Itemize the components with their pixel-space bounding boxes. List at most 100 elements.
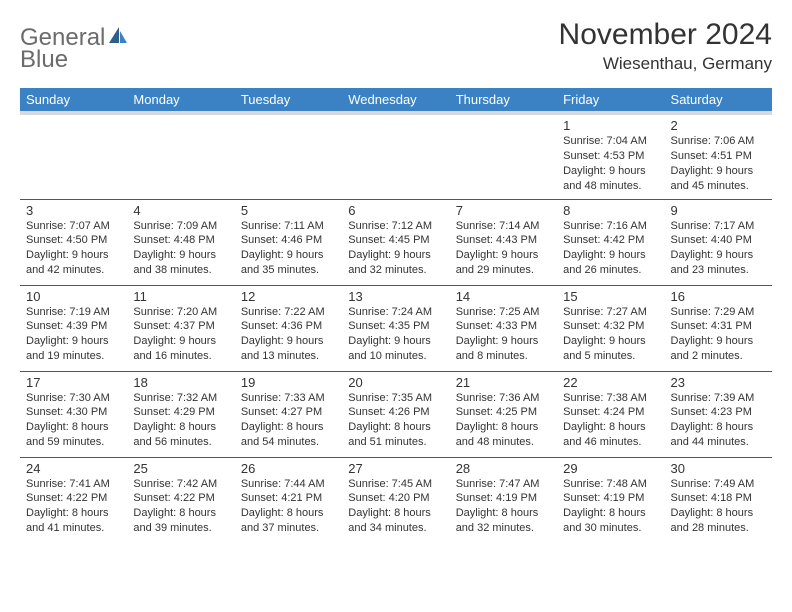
day-number: 8: [563, 203, 658, 218]
daylight1-text: Daylight: 9 hours: [456, 334, 551, 349]
weekday-header: Friday: [557, 88, 664, 113]
calendar-cell: [235, 113, 342, 199]
month-title: November 2024: [559, 18, 772, 52]
sunset-text: Sunset: 4:26 PM: [348, 405, 443, 420]
sunset-text: Sunset: 4:43 PM: [456, 233, 551, 248]
day-number: 15: [563, 289, 658, 304]
daylight2-text: and 59 minutes.: [26, 435, 121, 450]
sunrise-text: Sunrise: 7:25 AM: [456, 305, 551, 320]
daylight1-text: Daylight: 9 hours: [348, 334, 443, 349]
sunset-text: Sunset: 4:27 PM: [241, 405, 336, 420]
sunset-text: Sunset: 4:51 PM: [671, 149, 766, 164]
calendar-cell: 9Sunrise: 7:17 AMSunset: 4:40 PMDaylight…: [665, 199, 772, 285]
sunrise-text: Sunrise: 7:45 AM: [348, 477, 443, 492]
daylight2-text: and 19 minutes.: [26, 349, 121, 364]
daylight2-text: and 10 minutes.: [348, 349, 443, 364]
daylight2-text: and 30 minutes.: [563, 521, 658, 536]
day-number: 19: [241, 375, 336, 390]
brand-word2: Blue: [20, 46, 68, 73]
sunrise-text: Sunrise: 7:22 AM: [241, 305, 336, 320]
sunrise-text: Sunrise: 7:33 AM: [241, 391, 336, 406]
day-number: 3: [26, 203, 121, 218]
sunset-text: Sunset: 4:31 PM: [671, 319, 766, 334]
sunrise-text: Sunrise: 7:27 AM: [563, 305, 658, 320]
daylight2-text: and 45 minutes.: [671, 179, 766, 194]
day-number: 28: [456, 461, 551, 476]
day-number: 16: [671, 289, 766, 304]
daylight2-text: and 23 minutes.: [671, 263, 766, 278]
sunrise-text: Sunrise: 7:11 AM: [241, 219, 336, 234]
daylight1-text: Daylight: 8 hours: [348, 506, 443, 521]
day-number: 10: [26, 289, 121, 304]
sunset-text: Sunset: 4:50 PM: [26, 233, 121, 248]
daylight2-text: and 29 minutes.: [456, 263, 551, 278]
day-number: 18: [133, 375, 228, 390]
sunset-text: Sunset: 4:25 PM: [456, 405, 551, 420]
sunset-text: Sunset: 4:29 PM: [133, 405, 228, 420]
sunset-text: Sunset: 4:53 PM: [563, 149, 658, 164]
sunset-text: Sunset: 4:18 PM: [671, 491, 766, 506]
sail-icon: [107, 25, 129, 52]
daylight1-text: Daylight: 9 hours: [348, 248, 443, 263]
sunset-text: Sunset: 4:22 PM: [26, 491, 121, 506]
daylight2-text: and 38 minutes.: [133, 263, 228, 278]
sunrise-text: Sunrise: 7:04 AM: [563, 134, 658, 149]
sunrise-text: Sunrise: 7:36 AM: [456, 391, 551, 406]
sunset-text: Sunset: 4:40 PM: [671, 233, 766, 248]
calendar-body: 1Sunrise: 7:04 AMSunset: 4:53 PMDaylight…: [20, 113, 772, 543]
daylight1-text: Daylight: 8 hours: [671, 506, 766, 521]
daylight2-text: and 34 minutes.: [348, 521, 443, 536]
sunset-text: Sunset: 4:48 PM: [133, 233, 228, 248]
daylight2-text: and 5 minutes.: [563, 349, 658, 364]
daylight1-text: Daylight: 9 hours: [133, 334, 228, 349]
calendar-header-row: SundayMondayTuesdayWednesdayThursdayFrid…: [20, 88, 772, 113]
sunset-text: Sunset: 4:21 PM: [241, 491, 336, 506]
weekday-header: Thursday: [450, 88, 557, 113]
calendar-cell: 21Sunrise: 7:36 AMSunset: 4:25 PMDayligh…: [450, 371, 557, 457]
calendar-week-row: 17Sunrise: 7:30 AMSunset: 4:30 PMDayligh…: [20, 371, 772, 457]
day-number: 11: [133, 289, 228, 304]
sunset-text: Sunset: 4:45 PM: [348, 233, 443, 248]
day-number: 24: [26, 461, 121, 476]
daylight1-text: Daylight: 9 hours: [563, 164, 658, 179]
daylight1-text: Daylight: 9 hours: [133, 248, 228, 263]
sunrise-text: Sunrise: 7:42 AM: [133, 477, 228, 492]
calendar-cell: 8Sunrise: 7:16 AMSunset: 4:42 PMDaylight…: [557, 199, 664, 285]
sunrise-text: Sunrise: 7:07 AM: [26, 219, 121, 234]
sunrise-text: Sunrise: 7:49 AM: [671, 477, 766, 492]
daylight1-text: Daylight: 8 hours: [241, 506, 336, 521]
weekday-header: Sunday: [20, 88, 127, 113]
calendar-cell: 22Sunrise: 7:38 AMSunset: 4:24 PMDayligh…: [557, 371, 664, 457]
daylight2-text: and 32 minutes.: [456, 521, 551, 536]
calendar-week-row: 3Sunrise: 7:07 AMSunset: 4:50 PM Daylight…: [20, 199, 772, 285]
sunrise-text: Sunrise: 7:14 AM: [456, 219, 551, 234]
sunset-text: Sunset: 4:22 PM: [133, 491, 228, 506]
sunrise-text: Sunrise: 7:44 AM: [241, 477, 336, 492]
day-number: 20: [348, 375, 443, 390]
weekday-header: Monday: [127, 88, 234, 113]
daylight1-text: Daylight: 8 hours: [456, 420, 551, 435]
calendar-cell: 13Sunrise: 7:24 AMSunset: 4:35 PMDayligh…: [342, 285, 449, 371]
calendar-cell: 12Sunrise: 7:22 AMSunset: 4:36 PMDayligh…: [235, 285, 342, 371]
daylight1-text: Daylight: 8 hours: [26, 420, 121, 435]
daylight1-text: Daylight: 8 hours: [563, 420, 658, 435]
daylight1-text: Daylight: 9 hours: [456, 248, 551, 263]
sunset-text: Sunset: 4:39 PM: [26, 319, 121, 334]
daylight2-text: and 48 minutes.: [456, 435, 551, 450]
calendar-week-row: 10Sunrise: 7:19 AMSunset: 4:39 PMDayligh…: [20, 285, 772, 371]
sunset-text: Sunset: 4:20 PM: [348, 491, 443, 506]
sunrise-text: Sunrise: 7:48 AM: [563, 477, 658, 492]
sunrise-text: Sunrise: 7:17 AM: [671, 219, 766, 234]
calendar-cell: 19Sunrise: 7:33 AMSunset: 4:27 PMDayligh…: [235, 371, 342, 457]
day-number: 29: [563, 461, 658, 476]
calendar-cell: 2Sunrise: 7:06 AMSunset: 4:51 PMDaylight…: [665, 113, 772, 199]
day-number: 2: [671, 118, 766, 133]
daylight2-text: and 37 minutes.: [241, 521, 336, 536]
calendar-week-row: 1Sunrise: 7:04 AMSunset: 4:53 PMDaylight…: [20, 113, 772, 199]
daylight2-text: and 26 minutes.: [563, 263, 658, 278]
calendar-cell: 17Sunrise: 7:30 AMSunset: 4:30 PMDayligh…: [20, 371, 127, 457]
daylight1-text: Daylight: 9 hours: [671, 164, 766, 179]
sunset-text: Sunset: 4:37 PM: [133, 319, 228, 334]
calendar-cell: 26Sunrise: 7:44 AMSunset: 4:21 PMDayligh…: [235, 457, 342, 543]
day-number: 23: [671, 375, 766, 390]
